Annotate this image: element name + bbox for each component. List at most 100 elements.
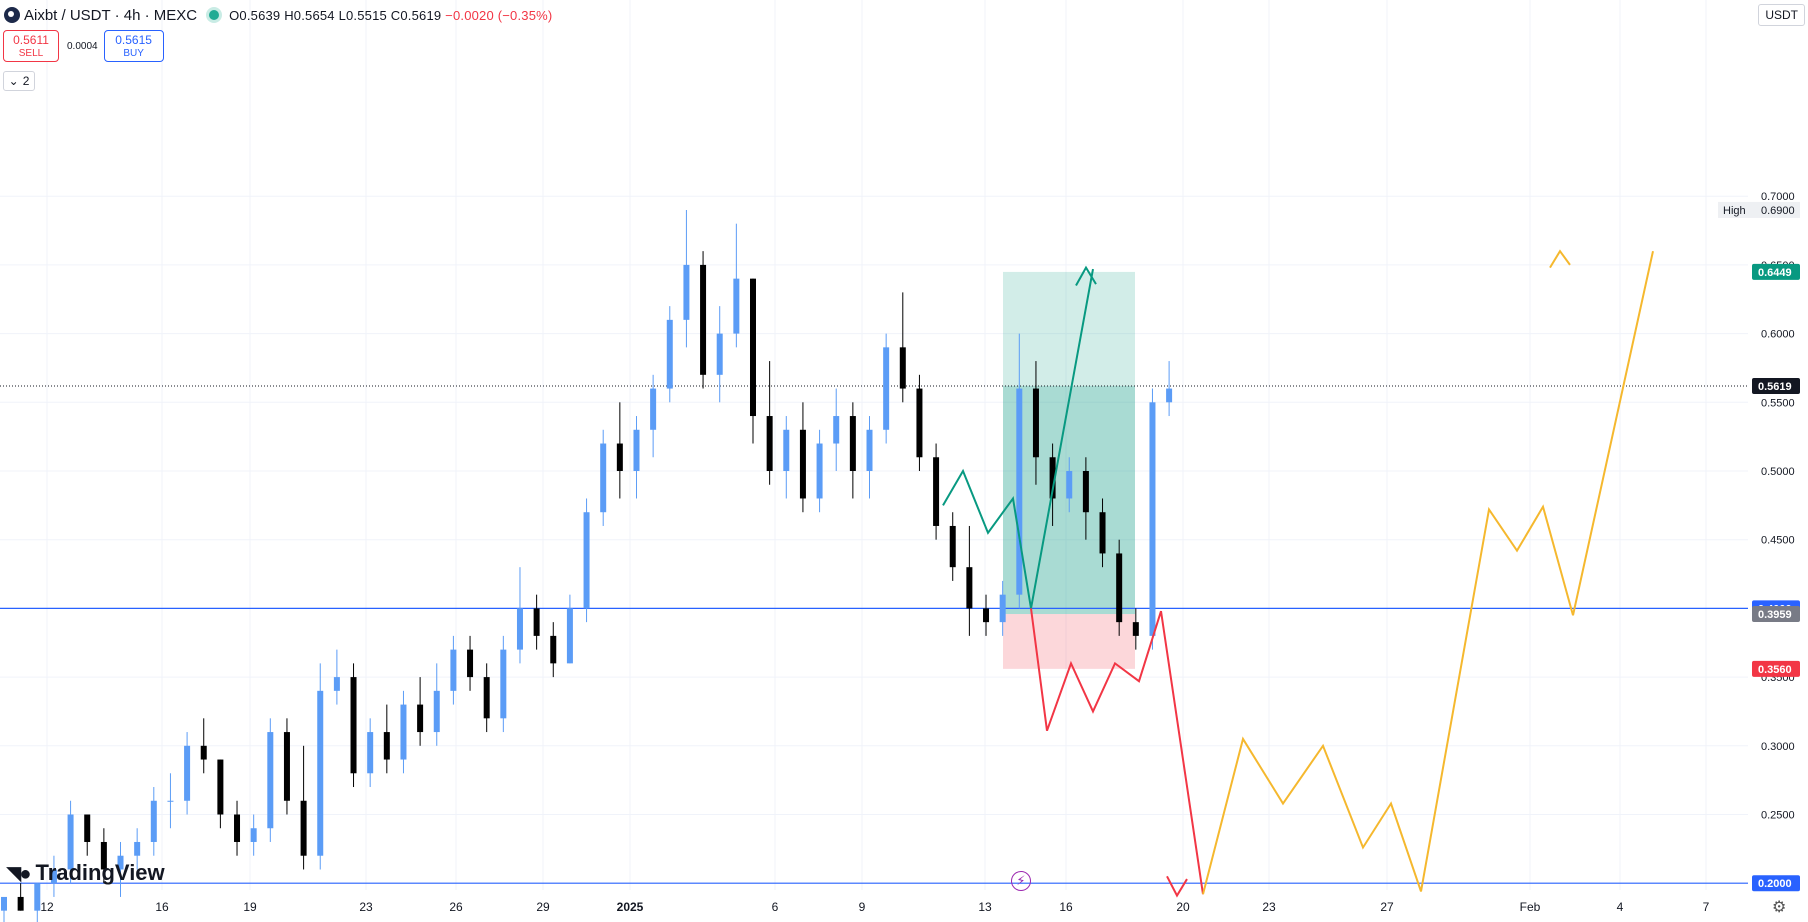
time-tick-label: 27	[1380, 900, 1394, 914]
candle-body	[1116, 553, 1123, 623]
ohlc-low: L0.5515	[338, 7, 387, 23]
candle-body	[283, 732, 290, 801]
time-tick-label: Feb	[1520, 900, 1541, 914]
candle-body	[749, 278, 756, 417]
time-tick-label: 29	[536, 900, 550, 914]
candle-body	[866, 429, 873, 471]
candle-body	[799, 429, 806, 499]
time-tick-label: 20	[1176, 900, 1190, 914]
candle-body	[516, 608, 523, 650]
bull-arrow-head	[1075, 265, 1097, 286]
candle-body	[600, 443, 607, 513]
candle-body	[849, 416, 856, 471]
candle-body	[716, 333, 723, 375]
candle-body	[1132, 622, 1139, 636]
entry-price-badge-bg	[1752, 606, 1800, 623]
candle-body	[1, 896, 7, 911]
spread-value: 0.0004	[67, 40, 98, 52]
candle-body	[317, 690, 324, 856]
long-stop-zone	[1003, 614, 1135, 669]
candle-body	[184, 745, 191, 801]
chevron-down-icon: ⌄	[8, 74, 19, 88]
level-badge-02: 0.2000	[1758, 878, 1792, 890]
candle-body	[949, 525, 956, 568]
candle-body	[250, 828, 257, 842]
settings-gear-icon[interactable]: ⚙	[1772, 899, 1787, 916]
candle-body	[1166, 388, 1173, 403]
time-tick-label: 23	[1262, 900, 1276, 914]
candle-body	[433, 690, 440, 733]
candle-body	[733, 278, 740, 334]
sell-button[interactable]: 0.5611 SELL	[3, 30, 59, 62]
candle-body	[400, 704, 407, 760]
high-marker-label: High	[1723, 205, 1746, 217]
candle-body	[150, 800, 157, 842]
candle-body	[833, 416, 840, 444]
candle-body	[933, 457, 940, 526]
tradingview-logo[interactable]: ◥● TradingView	[6, 860, 165, 886]
recovery-arrow-head	[1549, 249, 1571, 269]
tradingview-mark-icon: ◥●	[6, 862, 32, 885]
candle-body	[633, 429, 640, 471]
bear-scenario-path	[1030, 608, 1204, 895]
recovery-scenario-path	[1202, 250, 1654, 895]
candle-body	[1032, 388, 1039, 458]
candle-body	[300, 800, 307, 856]
candle-body	[1149, 402, 1156, 636]
target-price-badge-bg	[1752, 263, 1800, 280]
candle-body	[700, 264, 707, 375]
time-tick-label: 13	[978, 900, 992, 914]
candle-body	[1099, 512, 1106, 554]
time-tick-label: 7	[1703, 900, 1710, 914]
price-tick-label: 0.2500	[1761, 810, 1795, 822]
candle-body	[899, 347, 906, 389]
time-tick-label: 12	[40, 900, 54, 914]
candle-body	[333, 677, 340, 691]
candle-body	[67, 814, 74, 870]
bull-scenario-path	[942, 268, 1094, 609]
ohlc-change: −0.0020 (−0.35%)	[445, 7, 553, 23]
currency-label: USDT	[1765, 8, 1798, 22]
currency-select[interactable]: USDT	[1758, 4, 1805, 26]
time-tick-label: 19	[243, 900, 257, 914]
buy-button[interactable]: 0.5615 BUY	[103, 30, 164, 62]
time-tick-label: 9	[859, 900, 866, 914]
candle-body	[983, 608, 990, 623]
candle-body	[234, 814, 241, 842]
level-badge-02-bg	[1752, 875, 1800, 892]
ohlc-values: O0.5639 H0.5654 L0.5515 C0.5619 −0.0020 …	[229, 8, 552, 23]
high-marker-bg	[1718, 201, 1800, 218]
candle-body	[467, 649, 474, 678]
bear-arrow-head	[1166, 875, 1188, 898]
candle-body	[383, 732, 390, 760]
price-tick-label: 0.3000	[1761, 741, 1795, 753]
candle-body	[17, 896, 24, 911]
candle-body	[999, 594, 1006, 623]
candle-body	[1049, 457, 1056, 499]
candle-body	[117, 855, 124, 870]
candle-body	[683, 264, 690, 320]
last-price-badge-bg	[1752, 377, 1800, 394]
candle-body	[167, 800, 174, 802]
candle-body	[100, 841, 107, 870]
candle-body	[34, 883, 41, 911]
candle-body	[816, 443, 823, 499]
stop-price-badge: 0.3560	[1758, 664, 1792, 676]
market-open-icon	[209, 10, 220, 20]
indicators-toggle-button[interactable]: ⌄ 2	[3, 71, 35, 91]
candle-body	[483, 677, 490, 719]
symbol-logo-icon	[4, 7, 20, 23]
candle-body	[50, 869, 57, 884]
candle-body	[783, 429, 790, 471]
symbol-title[interactable]: Aixbt / USDT · 4h · MEXC	[24, 6, 198, 24]
lightning-icon[interactable]: ⚡	[1011, 871, 1031, 891]
price-tick-label: 0.6000	[1761, 329, 1795, 341]
candle-body	[966, 567, 973, 609]
trade-panel: 0.5611 SELL 0.0004 0.5615 BUY	[3, 30, 164, 62]
candle-body	[533, 608, 540, 636]
time-tick-label: 23	[359, 900, 373, 914]
sell-label: SELL	[18, 48, 44, 59]
candle-body	[616, 443, 623, 471]
